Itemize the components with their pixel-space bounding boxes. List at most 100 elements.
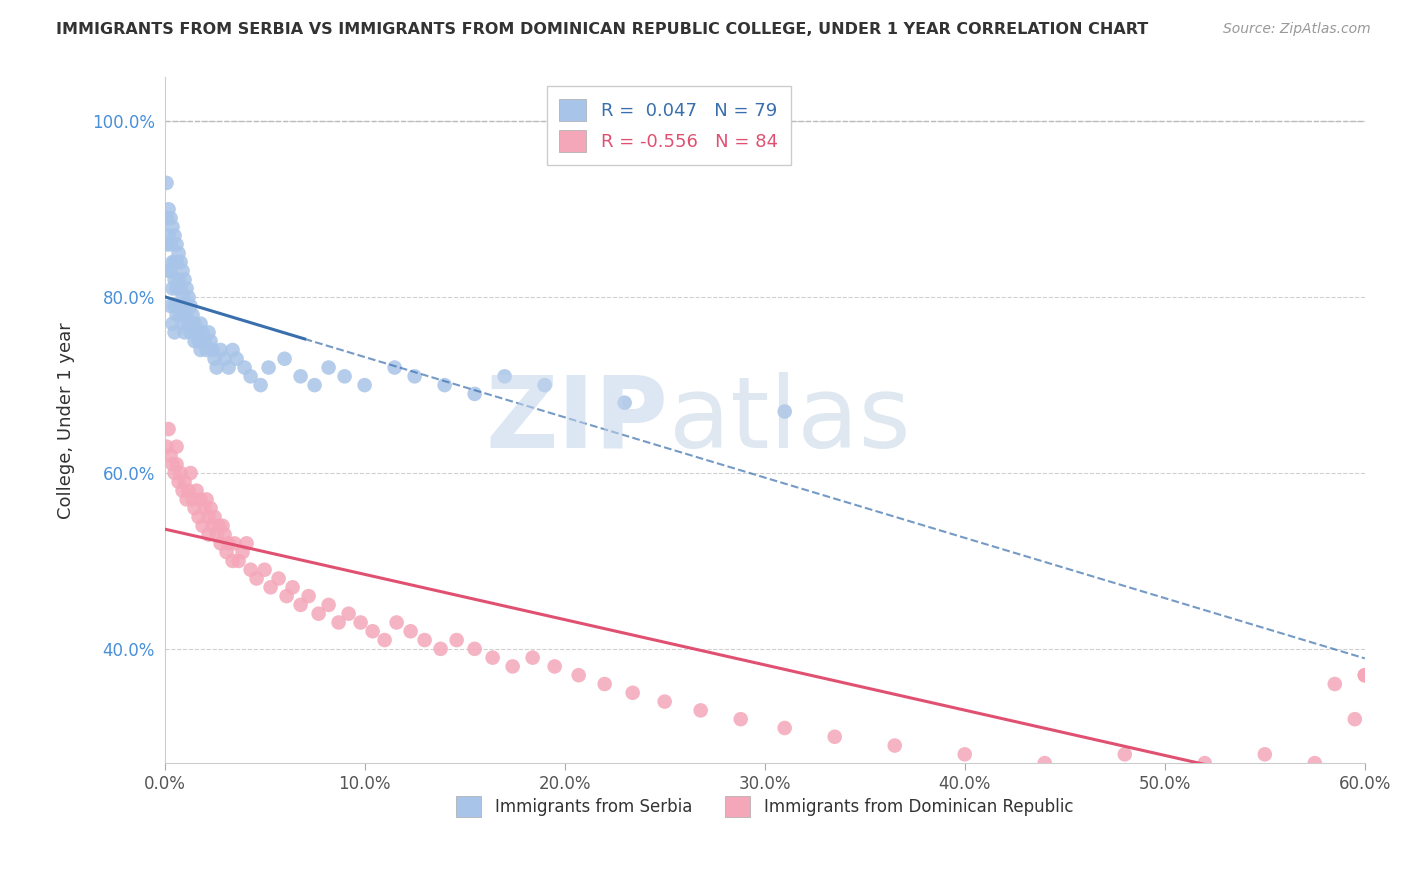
- Point: [214, 527, 236, 541]
- Point: [201, 343, 224, 357]
- Point: [186, 326, 208, 340]
- Point: [209, 343, 232, 357]
- Point: [1354, 668, 1376, 682]
- Point: [318, 360, 340, 375]
- Point: [211, 518, 233, 533]
- Point: [162, 317, 184, 331]
- Point: [209, 536, 232, 550]
- Point: [162, 281, 184, 295]
- Point: [481, 650, 503, 665]
- Point: [773, 721, 796, 735]
- Point: [404, 369, 426, 384]
- Point: [543, 659, 565, 673]
- Point: [190, 343, 212, 357]
- Point: [502, 659, 524, 673]
- Point: [180, 466, 202, 480]
- Point: [159, 449, 181, 463]
- Point: [353, 378, 375, 392]
- Point: [181, 492, 204, 507]
- Point: [207, 518, 229, 533]
- Point: [883, 739, 905, 753]
- Point: [613, 395, 636, 409]
- Point: [218, 536, 240, 550]
- Point: [221, 554, 243, 568]
- Point: [177, 290, 200, 304]
- Point: [297, 589, 319, 603]
- Point: [533, 378, 555, 392]
- Point: [228, 554, 250, 568]
- Point: [187, 510, 209, 524]
- Point: [328, 615, 350, 630]
- Point: [349, 615, 371, 630]
- Point: [1114, 747, 1136, 762]
- Point: [194, 501, 217, 516]
- Text: Source: ZipAtlas.com: Source: ZipAtlas.com: [1223, 22, 1371, 37]
- Point: [166, 255, 188, 269]
- Point: [169, 255, 191, 269]
- Point: [163, 326, 186, 340]
- Point: [214, 351, 236, 366]
- Point: [197, 527, 219, 541]
- Point: [308, 607, 330, 621]
- Point: [173, 299, 195, 313]
- Point: [433, 378, 456, 392]
- Point: [446, 633, 468, 648]
- Point: [259, 580, 281, 594]
- Point: [155, 440, 177, 454]
- Point: [157, 202, 180, 217]
- Point: [224, 536, 246, 550]
- Point: [173, 326, 195, 340]
- Point: [399, 624, 422, 639]
- Point: [1033, 756, 1056, 771]
- Point: [172, 483, 194, 498]
- Point: [253, 563, 276, 577]
- Point: [824, 730, 846, 744]
- Point: [333, 369, 356, 384]
- Point: [159, 237, 181, 252]
- Point: [162, 219, 184, 234]
- Point: [190, 317, 212, 331]
- Point: [181, 308, 204, 322]
- Text: atlas: atlas: [669, 372, 910, 469]
- Text: IMMIGRANTS FROM SERBIA VS IMMIGRANTS FROM DOMINICAN REPUBLIC COLLEGE, UNDER 1 YE: IMMIGRANTS FROM SERBIA VS IMMIGRANTS FRO…: [56, 22, 1149, 37]
- Point: [159, 211, 181, 226]
- Point: [191, 518, 214, 533]
- Point: [218, 360, 240, 375]
- Point: [429, 641, 451, 656]
- Point: [163, 272, 186, 286]
- Point: [195, 343, 218, 357]
- Point: [200, 501, 222, 516]
- Point: [239, 369, 262, 384]
- Point: [464, 387, 486, 401]
- Point: [191, 326, 214, 340]
- Point: [163, 466, 186, 480]
- Point: [157, 422, 180, 436]
- Point: [194, 334, 217, 348]
- Point: [166, 237, 188, 252]
- Point: [166, 281, 188, 295]
- Point: [201, 518, 224, 533]
- Point: [290, 598, 312, 612]
- Point: [187, 334, 209, 348]
- Point: [730, 712, 752, 726]
- Point: [169, 281, 191, 295]
- Point: [195, 492, 218, 507]
- Point: [385, 615, 408, 630]
- Point: [173, 475, 195, 489]
- Point: [157, 228, 180, 243]
- Point: [173, 272, 195, 286]
- Point: [183, 501, 205, 516]
- Point: [621, 686, 644, 700]
- Point: [337, 607, 360, 621]
- Point: [953, 747, 976, 762]
- Point: [361, 624, 384, 639]
- Point: [232, 545, 254, 559]
- Point: [177, 317, 200, 331]
- Point: [522, 650, 544, 665]
- Legend: Immigrants from Serbia, Immigrants from Dominican Republic: Immigrants from Serbia, Immigrants from …: [450, 789, 1080, 823]
- Point: [1254, 747, 1277, 762]
- Point: [167, 299, 190, 313]
- Point: [167, 272, 190, 286]
- Point: [273, 351, 295, 366]
- Point: [281, 580, 304, 594]
